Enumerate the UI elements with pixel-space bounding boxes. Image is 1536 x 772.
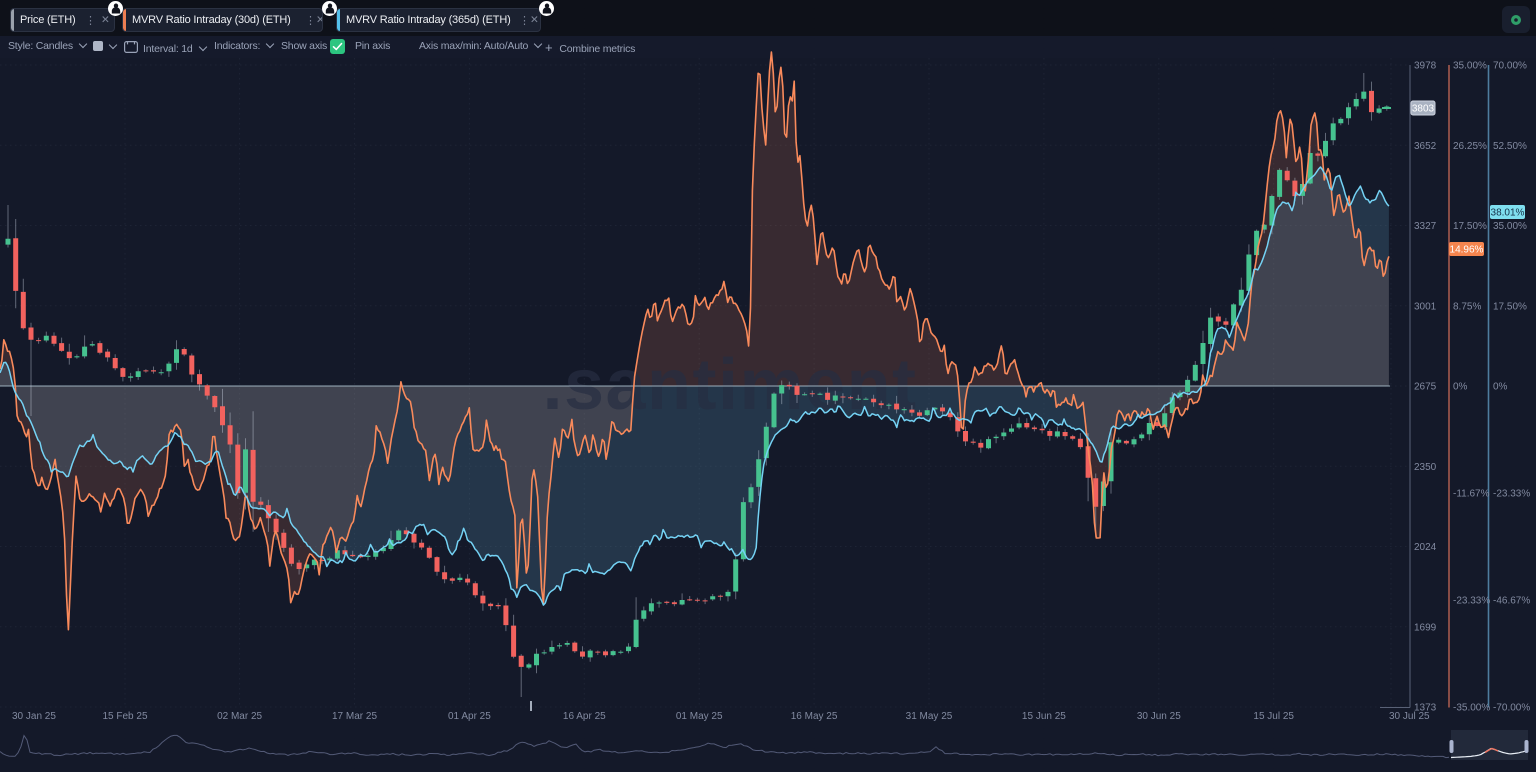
- svg-text:17.50%: 17.50%: [1493, 301, 1527, 312]
- svg-text:3001: 3001: [1414, 301, 1437, 312]
- svg-text:38.01%: 38.01%: [1491, 208, 1525, 219]
- svg-text:35.00%: 35.00%: [1493, 221, 1527, 232]
- svg-text:15 Jul 25: 15 Jul 25: [1253, 711, 1294, 722]
- svg-text:3803: 3803: [1412, 104, 1435, 115]
- svg-text:01 Apr 25: 01 Apr 25: [448, 711, 491, 722]
- svg-text:16 May 25: 16 May 25: [791, 711, 838, 722]
- svg-text:0%: 0%: [1453, 382, 1468, 393]
- svg-text:-11.67%: -11.67%: [1453, 489, 1490, 500]
- svg-text:8.75%: 8.75%: [1453, 301, 1481, 312]
- svg-text:02 Mar 25: 02 Mar 25: [217, 711, 262, 722]
- svg-text:2675: 2675: [1414, 382, 1437, 393]
- svg-text:3327: 3327: [1414, 221, 1437, 232]
- svg-text:-23.33%: -23.33%: [1493, 489, 1530, 500]
- svg-text:-70.00%: -70.00%: [1493, 703, 1530, 714]
- svg-text:26.25%: 26.25%: [1453, 141, 1487, 152]
- svg-text:-46.67%: -46.67%: [1493, 596, 1530, 607]
- svg-text:3978: 3978: [1414, 61, 1437, 72]
- svg-text:52.50%: 52.50%: [1493, 141, 1527, 152]
- svg-text:17 Mar 25: 17 Mar 25: [332, 711, 377, 722]
- svg-text:2024: 2024: [1414, 542, 1437, 553]
- svg-text:30 Jan 25: 30 Jan 25: [12, 711, 56, 722]
- svg-text:-35.00%: -35.00%: [1453, 703, 1490, 714]
- svg-text:30 Jul 25: 30 Jul 25: [1389, 711, 1430, 722]
- svg-text:70.00%: 70.00%: [1493, 61, 1527, 72]
- svg-text:17.50%: 17.50%: [1453, 221, 1487, 232]
- svg-text:14.96%: 14.96%: [1450, 245, 1484, 256]
- svg-text:2350: 2350: [1414, 462, 1437, 473]
- svg-text:01 May 25: 01 May 25: [676, 711, 723, 722]
- svg-text:0%: 0%: [1493, 382, 1508, 393]
- svg-text:15 Feb 25: 15 Feb 25: [102, 711, 147, 722]
- svg-text:1373: 1373: [1414, 703, 1437, 714]
- svg-text:35.00%: 35.00%: [1453, 61, 1487, 72]
- svg-text:1699: 1699: [1414, 622, 1437, 633]
- svg-text:31 May 25: 31 May 25: [906, 711, 953, 722]
- svg-text:15 Jun 25: 15 Jun 25: [1022, 711, 1066, 722]
- svg-text:.santiment: .santiment: [542, 345, 917, 425]
- svg-text:30 Jun 25: 30 Jun 25: [1137, 711, 1181, 722]
- svg-text:3652: 3652: [1414, 141, 1437, 152]
- svg-text:16 Apr 25: 16 Apr 25: [563, 711, 606, 722]
- svg-text:-23.33%: -23.33%: [1453, 596, 1490, 607]
